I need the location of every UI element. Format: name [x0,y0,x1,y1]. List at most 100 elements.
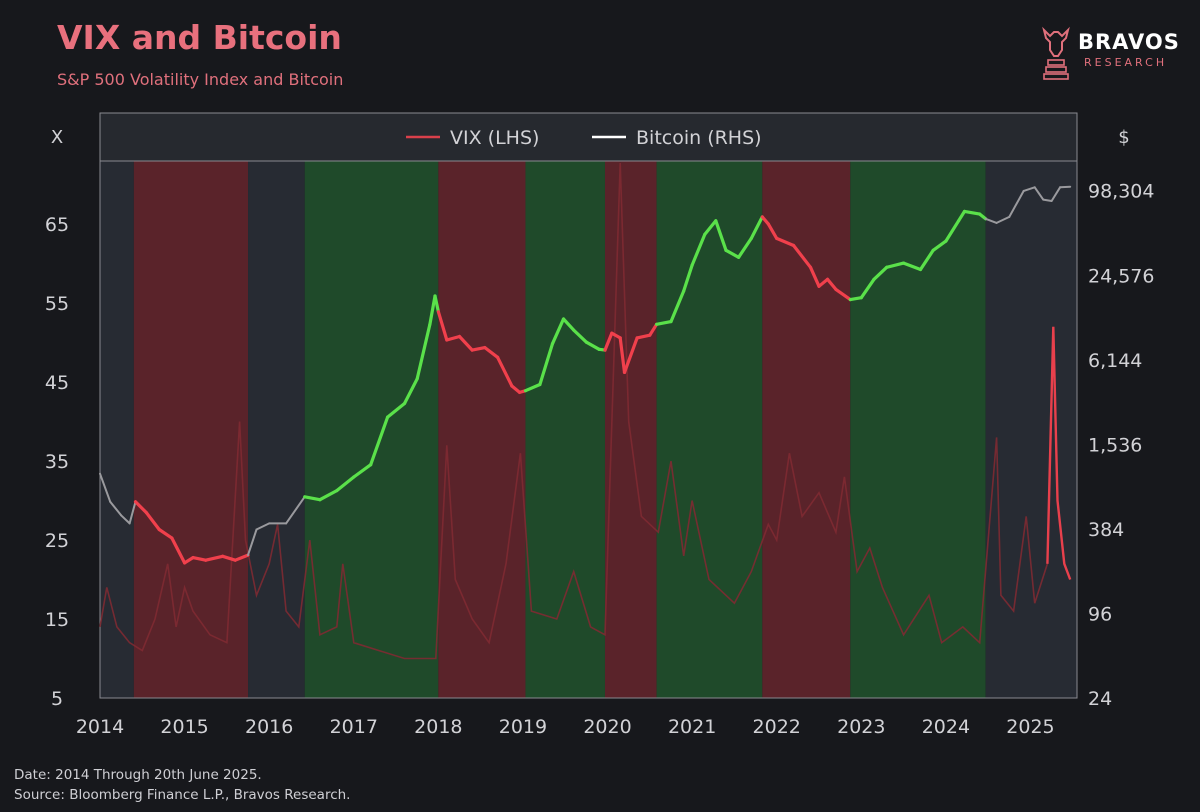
bitcoin-segment [690,232,707,267]
y-right-tick-label: 24,576 [1088,265,1154,287]
regime-band-neutral [248,161,305,698]
regime-band-neutral [100,161,134,698]
x-tick-label: 2023 [837,716,885,738]
bitcoin-segment [648,322,659,337]
y-right-tick-label: 6,144 [1088,350,1142,372]
y-right-tick-label: 24 [1088,688,1112,710]
x-tick-label: 2025 [1006,716,1054,738]
y-right-tick-label: 96 [1088,603,1112,625]
bitcoin-segment [561,317,576,332]
bitcoin-segment [352,463,373,479]
bitcoin-segment [369,415,390,467]
y-right-axis-label: $ [1118,127,1129,148]
footnote-date: Date: 2014 Through 20th June 2025. [14,767,262,783]
legend: VIX (LHS) Bitcoin (RHS) [406,127,762,149]
plot-frame [99,112,1078,699]
brand-sub: RESEARCH [1084,56,1168,69]
bitcoin-segment [956,209,967,223]
legend-label: VIX (LHS) [450,127,539,149]
bitcoin-segment [1050,186,1062,202]
regime-bands [100,113,1077,698]
bitcoin-segment [457,334,474,352]
y-right-tick-label: 1,536 [1088,434,1142,456]
bitcoin-segment [496,355,514,388]
y-left-tick-label: 55 [45,293,69,315]
bitcoin-segment [791,243,813,269]
y-left-tick-label: 35 [45,451,69,473]
bitcoin-segment [817,277,830,288]
chart-subtitle: S&P 500 Volatility Index and Bitcoin [57,70,344,89]
bitcoin-series [99,185,1072,565]
bitcoin-segment [724,248,741,259]
brand-name: BRAVOS [1078,30,1180,54]
bitcoin-segment [133,500,149,515]
bitcoin-segment [433,294,440,314]
bitcoin-segment [120,514,131,525]
bitcoin-segment [736,236,753,259]
bitcoin-segment [834,287,852,302]
regime-band-bear [762,161,851,698]
y-left-tick-label: 45 [45,372,69,394]
bitcoin-segment [944,219,961,243]
bitcoin-segment [436,310,449,342]
x-tick-label: 2019 [499,716,547,738]
bitcoin-segment [1042,198,1053,202]
bitcoin-segment [825,277,838,291]
bitcoin-segment [183,555,195,565]
bitcoin-segment [584,340,601,351]
bitcoin-segment [848,296,863,302]
x-tick-label: 2022 [753,716,801,738]
bitcoin-segment [808,265,821,288]
y-left-axis-label: X [51,127,63,148]
bitcoin-segment [99,472,112,503]
bitcoin-segment [703,219,718,236]
bitcoin-segment [109,500,123,517]
footnote-source: Source: Bloomberg Finance L.P., Bravos R… [14,787,351,803]
regime-band-neutral [985,161,1077,698]
bitcoin-segment [483,346,500,359]
bitcoin-segment [749,215,764,240]
bitcoin-segment [603,331,614,352]
legend-band [100,113,1077,161]
bitcoin-segment [191,555,208,562]
bitcoin-segment [901,261,923,272]
bitcoin-segment [885,261,906,269]
axes: X $65 55 45 35 25 15 5 98,304 24,576 6,144 1,536 384… [45,127,1155,738]
vix-line-recent [1046,326,1072,580]
bitcoin-segment [445,334,462,342]
x-tick-label: 2018 [414,716,462,738]
regime-band-bull [525,161,605,698]
y-left-tick-label: 5 [51,688,63,710]
bitcoin-segment [610,331,622,340]
bitcoin-segment [221,554,237,562]
bitcoin-segment [995,215,1011,224]
bitcoin-segment [618,336,627,374]
y-right-tick-label: 384 [1088,519,1124,541]
bitcoin-segment [622,336,639,374]
bitcoin-segment [1033,186,1045,201]
x-tick-label: 2020 [583,716,631,738]
bitcoin-segment [859,277,876,300]
bitcoin-segment [428,294,437,326]
bitcoin-segment [335,475,356,493]
bitcoin-segment [386,401,407,419]
bitcoin-segment [669,289,686,324]
regime-band-bear [604,161,657,698]
x-tick-label: 2017 [330,716,378,738]
bitcoin-segment [204,554,225,562]
bitcoin-segment [538,342,555,387]
bitcoin-segment [962,209,982,216]
bitcoin-segment [918,248,935,272]
bitcoin-segment [1022,186,1036,192]
bitcoin-segment [635,333,652,340]
x-tick-label: 2021 [668,716,716,738]
bitcoin-segment [144,511,161,532]
vix-line [99,162,1071,660]
bitcoin-segment [285,495,306,525]
bitcoin-segment [1008,189,1025,218]
bitcoin-segment [872,265,889,281]
x-tick-label: 2015 [160,716,208,738]
bitcoin-segment [233,553,250,562]
bitcoin-segment [303,495,322,502]
